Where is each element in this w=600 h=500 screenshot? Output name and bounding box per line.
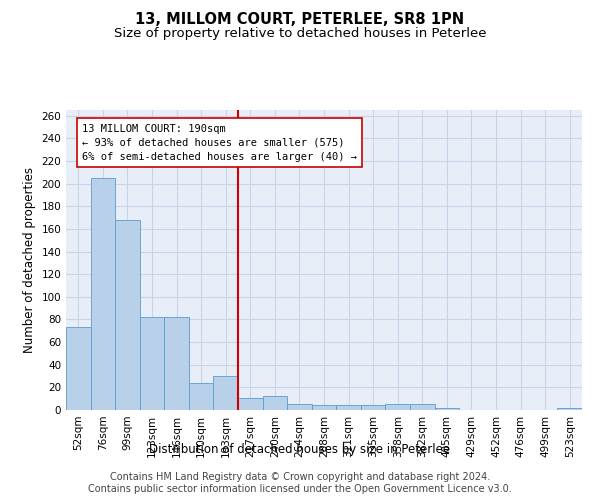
Bar [385, 404, 410, 410]
Bar [263, 396, 287, 410]
Bar [434, 408, 459, 410]
Bar [410, 404, 434, 410]
Bar [336, 406, 361, 410]
Text: 13, MILLOM COURT, PETERLEE, SR8 1PN: 13, MILLOM COURT, PETERLEE, SR8 1PN [136, 12, 464, 28]
Bar [287, 404, 312, 410]
Bar [557, 408, 582, 410]
Bar [66, 328, 91, 410]
Bar [140, 317, 164, 410]
Bar [312, 406, 336, 410]
Bar [189, 383, 214, 410]
Text: Distribution of detached houses by size in Peterlee: Distribution of detached houses by size … [149, 444, 451, 456]
Text: Contains HM Land Registry data © Crown copyright and database right 2024.: Contains HM Land Registry data © Crown c… [110, 472, 490, 482]
Bar [214, 376, 238, 410]
Bar [164, 317, 189, 410]
Text: 13 MILLOM COURT: 190sqm
← 93% of detached houses are smaller (575)
6% of semi-de: 13 MILLOM COURT: 190sqm ← 93% of detache… [82, 124, 357, 162]
Text: Size of property relative to detached houses in Peterlee: Size of property relative to detached ho… [114, 28, 486, 40]
Bar [115, 220, 140, 410]
Text: Contains public sector information licensed under the Open Government Licence v3: Contains public sector information licen… [88, 484, 512, 494]
Bar [91, 178, 115, 410]
Y-axis label: Number of detached properties: Number of detached properties [23, 167, 36, 353]
Bar [238, 398, 263, 410]
Bar [361, 406, 385, 410]
